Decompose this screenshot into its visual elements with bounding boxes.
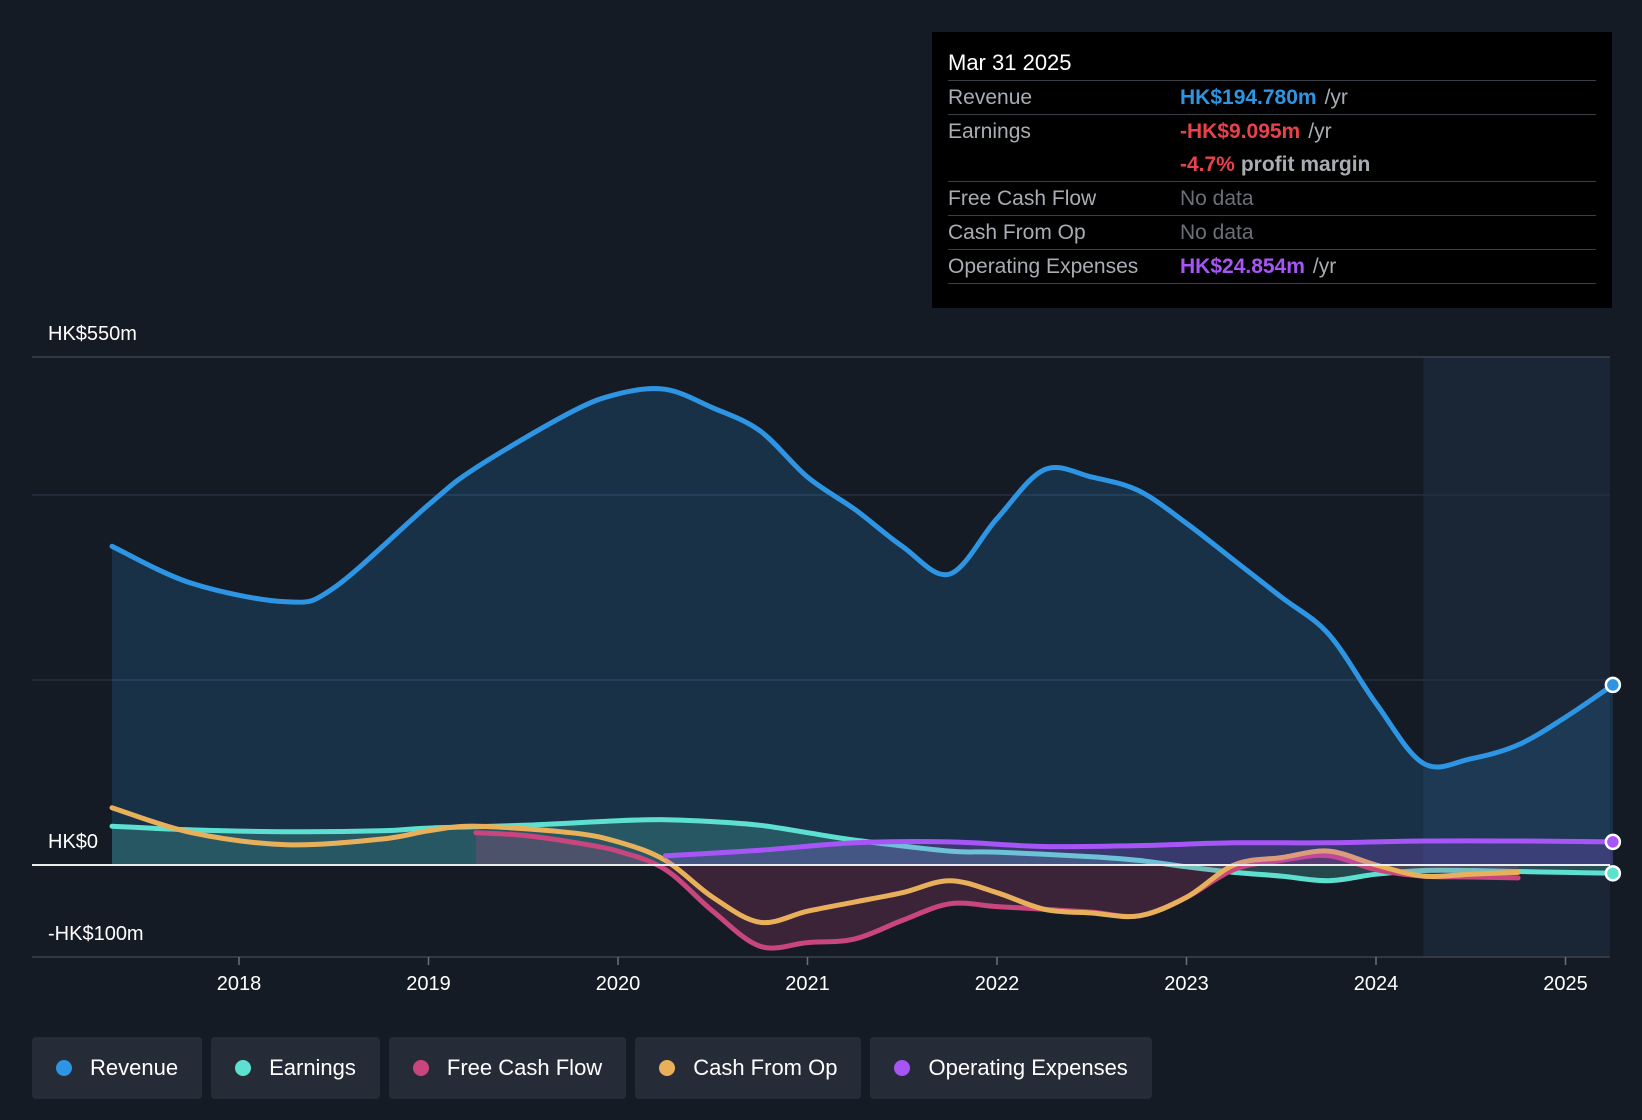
tooltip-value: No data: [1180, 221, 1254, 244]
legend-item-free-cash-flow[interactable]: Free Cash Flow: [388, 1037, 627, 1099]
legend-item-earnings[interactable]: Earnings: [211, 1037, 380, 1099]
tooltip-value: HK$194.780m: [1180, 86, 1317, 109]
y-label-top: HK$550m: [48, 323, 137, 345]
x-tick-label: 2023: [1164, 973, 1209, 995]
tooltip: Mar 31 2025 Revenue HK$194.780m /yr Earn…: [932, 32, 1612, 308]
legend-item-cash-from-op[interactable]: Cash From Op: [635, 1037, 862, 1099]
x-tick-label: 2025: [1543, 973, 1588, 995]
tooltip-row-cash-from-op: Cash From Op No data: [948, 215, 1596, 249]
legend-item-revenue[interactable]: Revenue: [32, 1037, 203, 1099]
revenue-line: [109, 386, 1616, 770]
tooltip-label: Cash From Op: [948, 221, 1086, 244]
cash-from-op-dot-icon: [659, 1060, 676, 1076]
x-tick-label: 2020: [596, 973, 641, 995]
operating-expenses-end-marker: [1604, 833, 1622, 851]
legend-item-operating-expenses[interactable]: Operating Expenses: [870, 1037, 1152, 1099]
tooltip-date: Mar 31 2025: [948, 50, 1072, 75]
earnings-dot-icon: [235, 1060, 252, 1076]
tooltip-unit: /yr: [1324, 86, 1348, 109]
forecast-region: [1423, 357, 1610, 957]
operating-expenses-line: [662, 838, 1616, 859]
tooltip-label: Free Cash Flow: [948, 187, 1097, 210]
cash-from-op-line: [109, 805, 1521, 926]
tooltip-row-free-cash-flow: Free Cash Flow No data: [948, 181, 1596, 215]
legend-label: Free Cash Flow: [446, 1055, 603, 1080]
x-axis: 2018 2019 2020 2021 2022 2023 2024 2025: [217, 957, 1588, 995]
tooltip-row-operating-expenses: Operating Expenses HK$24.854m /yr: [948, 249, 1596, 284]
free-cash-flow-line: [473, 830, 1521, 951]
legend: Revenue Earnings Free Cash Flow Cash Fro…: [32, 1037, 1152, 1099]
revenue-dot-icon: [56, 1060, 72, 1076]
revenue-area: [112, 388, 1613, 865]
tooltip-value: No data: [1180, 187, 1254, 210]
tooltip-row-revenue: Revenue HK$194.780m /yr: [948, 80, 1596, 114]
earnings-end-marker: [1604, 865, 1622, 882]
tooltip-unit: /yr: [1312, 255, 1337, 278]
tooltip-value: -HK$9.095m: [1180, 120, 1301, 143]
tooltip-row-profit-margin: -4.7% profit margin: [948, 148, 1596, 181]
tooltip-label: Revenue: [948, 86, 1033, 109]
x-tick-label: 2018: [217, 973, 262, 995]
tooltip-value: -4.7%: [1180, 153, 1235, 176]
tooltip-label: Earnings: [948, 120, 1031, 143]
tooltip-label: Operating Expenses: [948, 255, 1139, 278]
end-markers: [1604, 676, 1622, 882]
legend-label: Revenue: [90, 1055, 179, 1080]
x-tick-label: 2021: [785, 973, 830, 995]
y-label-bottom: -HK$100m: [48, 923, 144, 945]
operating-expenses-area: [665, 840, 1613, 865]
tooltip-unit: /yr: [1308, 120, 1332, 143]
legend-label: Cash From Op: [693, 1055, 838, 1080]
free-cash-flow-dot-icon: [412, 1060, 429, 1076]
y-label-zero: HK$0: [48, 831, 98, 853]
x-tick-label: 2019: [406, 973, 451, 995]
tooltip-row-earnings: Earnings -HK$9.095m /yr: [948, 114, 1596, 148]
x-tick-label: 2022: [975, 973, 1020, 995]
revenue-end-marker: [1604, 676, 1622, 694]
legend-label: Operating Expenses: [928, 1055, 1128, 1080]
x-tick-label: 2024: [1354, 973, 1399, 995]
tooltip-unit: profit margin: [1240, 153, 1371, 176]
legend-label: Earnings: [269, 1055, 356, 1080]
tooltip-value: HK$24.854m: [1180, 255, 1305, 278]
operating-expenses-dot-icon: [894, 1060, 911, 1076]
